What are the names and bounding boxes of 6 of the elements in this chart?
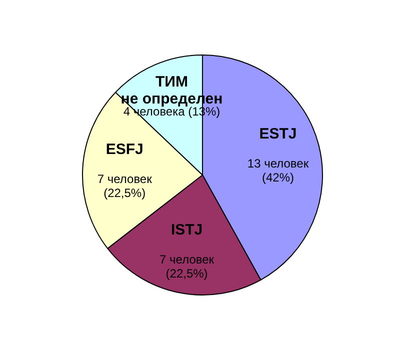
data-label: 7 человек (22,5%) xyxy=(97,172,153,200)
slice-label: ESFJ xyxy=(106,141,144,158)
slice-label: ESTJ xyxy=(259,125,297,142)
slice-label: ISTJ xyxy=(170,221,203,238)
data-label: 13 человек (42%) xyxy=(247,156,310,184)
data-label: 7 человек (22,5%) xyxy=(160,252,215,280)
